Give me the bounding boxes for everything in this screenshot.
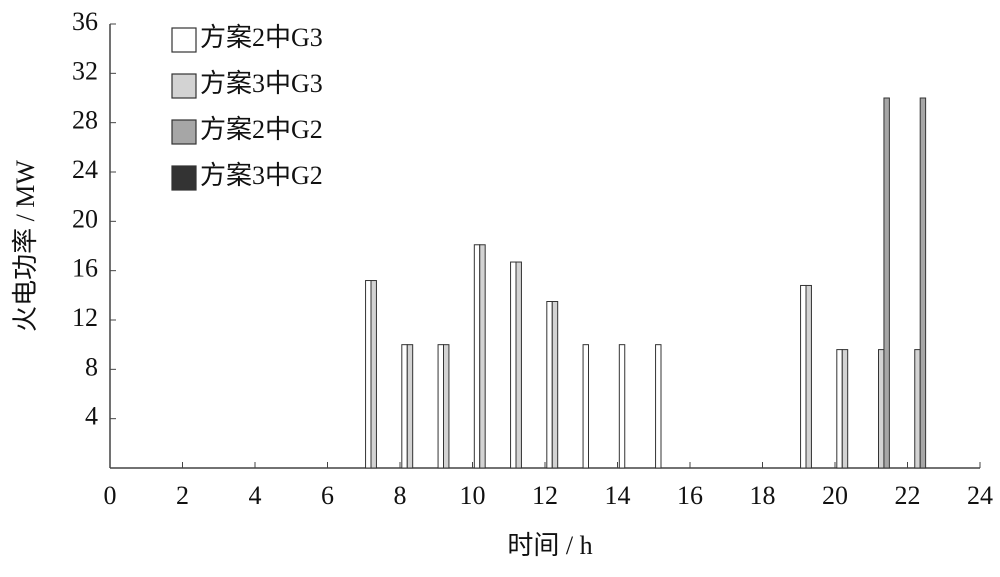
bar <box>836 349 843 469</box>
bar <box>515 261 522 469</box>
y-tick-label: 24 <box>72 155 98 184</box>
x-tick-label: 14 <box>605 481 631 510</box>
bar <box>919 97 927 469</box>
bar <box>546 301 553 469</box>
bar <box>437 344 444 469</box>
y-tick-label: 32 <box>72 56 98 85</box>
bar <box>805 284 812 469</box>
bar <box>370 280 377 469</box>
legend-label: 方案2中G2 <box>200 115 323 144</box>
y-tick-label: 4 <box>85 402 98 431</box>
bar <box>443 344 450 469</box>
x-tick-label: 24 <box>967 481 993 510</box>
x-tick-label: 20 <box>822 481 848 510</box>
bar <box>841 349 849 469</box>
x-tick-label: 16 <box>677 481 703 510</box>
legend-label: 方案2中G3 <box>200 23 323 52</box>
legend-swatch <box>171 119 197 145</box>
bar <box>473 244 481 469</box>
x-tick-label: 18 <box>750 481 776 510</box>
bar <box>800 284 807 469</box>
bar <box>479 244 486 469</box>
bar <box>883 97 890 469</box>
x-tick-label: 8 <box>394 481 407 510</box>
bar <box>655 344 662 469</box>
y-tick-label: 12 <box>72 303 98 332</box>
legend-label: 方案3中G2 <box>200 161 323 190</box>
bar <box>551 301 559 469</box>
bar <box>365 280 372 469</box>
legend-label: 方案3中G3 <box>200 69 323 98</box>
bar <box>914 349 921 469</box>
y-tick-label: 36 <box>72 7 98 36</box>
x-tick-label: 22 <box>895 481 921 510</box>
x-tick-label: 10 <box>460 481 486 510</box>
legend-swatch <box>171 73 197 99</box>
legend-swatch <box>171 27 197 53</box>
x-tick-label: 4 <box>249 481 262 510</box>
x-tick-label: 0 <box>104 481 117 510</box>
legend-swatch <box>171 165 197 191</box>
bar <box>878 349 885 469</box>
x-axis-label: 时间 / h <box>507 531 592 560</box>
x-tick-label: 6 <box>321 481 334 510</box>
y-tick-label: 28 <box>72 106 98 135</box>
y-axis-label: 火电功率 / MW <box>11 160 40 332</box>
y-tick-label: 16 <box>72 254 98 283</box>
bar <box>406 344 414 469</box>
x-tick-label: 12 <box>532 481 558 510</box>
bar <box>618 344 626 469</box>
bar <box>510 261 517 469</box>
y-tick-label: 8 <box>85 352 98 381</box>
bar <box>401 344 408 469</box>
x-tick-label: 2 <box>176 481 189 510</box>
bar <box>582 344 589 469</box>
y-tick-label: 20 <box>72 204 98 233</box>
